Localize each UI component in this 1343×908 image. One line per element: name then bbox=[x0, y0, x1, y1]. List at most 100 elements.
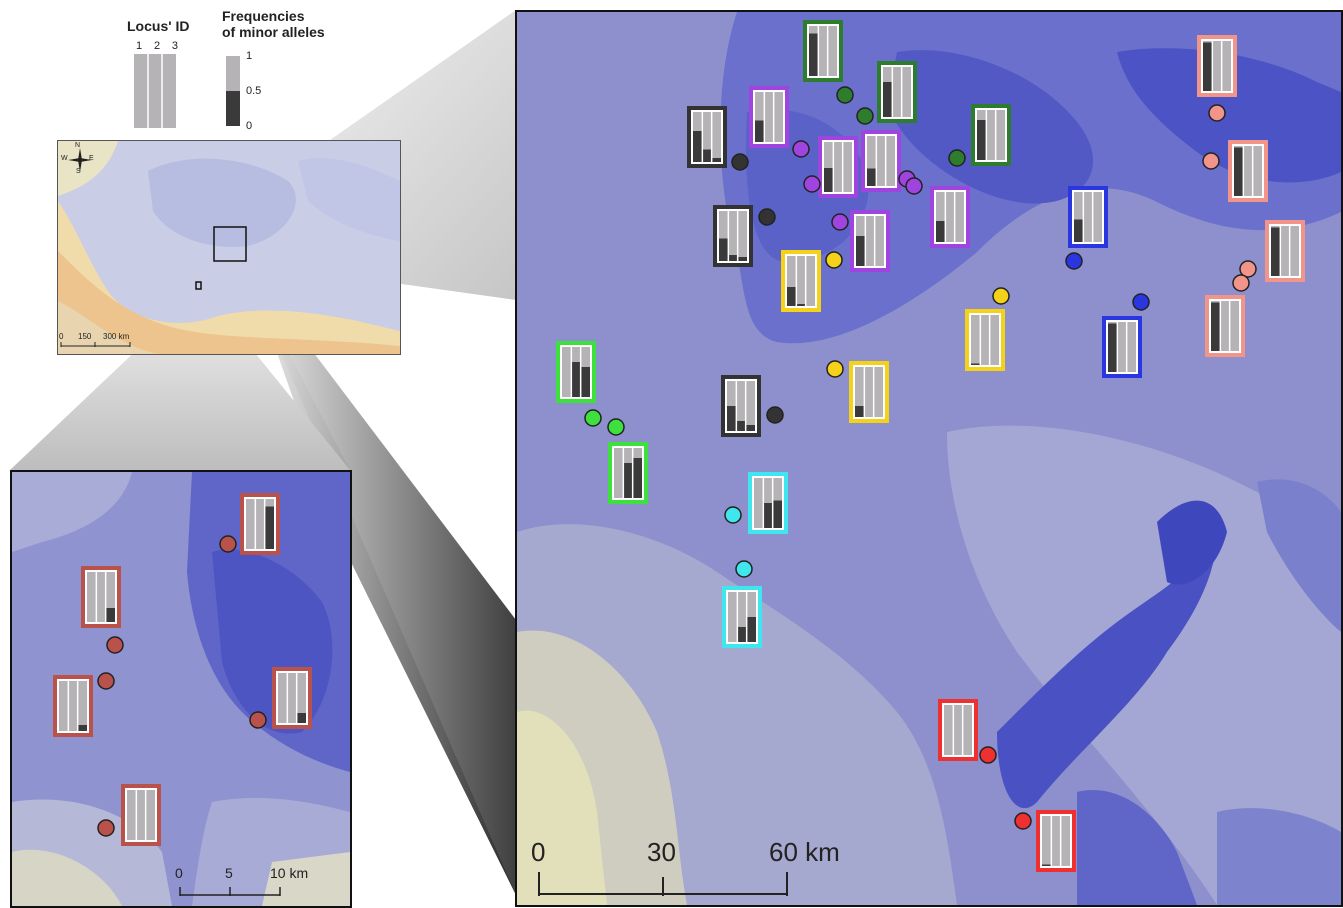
freq-tick-05: 0.5 bbox=[246, 85, 262, 97]
inset-locus-bar-bg bbox=[59, 681, 69, 731]
main-locus-bar-freq bbox=[883, 82, 893, 117]
main-locus-bar-freq bbox=[632, 458, 642, 498]
inset-locus-bar-bg bbox=[87, 572, 97, 622]
inset-locus-bar-bg bbox=[246, 499, 256, 549]
inset-locus-bar-freq bbox=[296, 713, 306, 723]
main-locus-bar-freq bbox=[856, 236, 866, 266]
main-site-dot bbox=[1132, 293, 1150, 311]
main-site-9 bbox=[905, 177, 970, 248]
main-site-dot bbox=[1239, 260, 1257, 278]
inset-locus-bar-bg bbox=[296, 673, 306, 723]
main-map: 0 30 60 km bbox=[515, 10, 1343, 907]
main-locus-bar-bg bbox=[711, 112, 721, 162]
main-locus-bar-bg bbox=[986, 110, 996, 160]
main-locus-bar-bg bbox=[1074, 192, 1084, 242]
main-locus-bar-bg bbox=[818, 26, 828, 76]
main-locus-bar-bg bbox=[901, 67, 911, 117]
main-locus-bar-bg bbox=[995, 110, 1005, 160]
inset-locus-bar-bg bbox=[287, 673, 297, 723]
inset-scale-bar bbox=[179, 887, 281, 896]
main-scale-0: 0 bbox=[531, 837, 546, 867]
inset-scale-5: 5 bbox=[225, 865, 233, 881]
main-locus-bar-bg bbox=[1117, 322, 1127, 372]
inset-scale-10: 10 km bbox=[270, 865, 309, 881]
main-site-dot bbox=[607, 418, 625, 436]
main-locus-bar-bg bbox=[1280, 226, 1290, 276]
main-locus-bar-freq bbox=[1211, 302, 1221, 351]
main-locus-bar-bg bbox=[865, 216, 875, 266]
locus-legend-title: Locus' ID bbox=[127, 18, 190, 34]
main-locus-bar-freq bbox=[867, 168, 877, 186]
inset-scale-0: 0 bbox=[175, 865, 183, 881]
inset-site-0 bbox=[219, 493, 280, 555]
main-site-dot bbox=[856, 107, 874, 125]
main-locus-bar-bg bbox=[754, 478, 764, 528]
inset-locus-bar-freq bbox=[264, 506, 274, 549]
compass-e: E bbox=[89, 155, 94, 162]
main-site-dot bbox=[1208, 104, 1226, 122]
overview-scale-150: 150 bbox=[78, 332, 92, 341]
main-locus-bar-freq bbox=[580, 367, 590, 397]
main-site-0 bbox=[687, 106, 749, 171]
inset-locus-bar-bg bbox=[255, 499, 265, 549]
main-locus-bar-freq bbox=[702, 149, 712, 162]
main-site-20 bbox=[556, 341, 602, 427]
main-locus-bar-bg bbox=[1221, 41, 1231, 91]
main-locus-bar-bg bbox=[1243, 146, 1253, 196]
main-site-3 bbox=[803, 20, 854, 104]
main-locus-bar-bg bbox=[1042, 816, 1052, 866]
main-site-23 bbox=[722, 560, 762, 648]
main-locus-bar-freq bbox=[746, 617, 756, 642]
main-sites-layer bbox=[556, 20, 1305, 872]
compass-icon bbox=[68, 148, 92, 172]
main-site-dot bbox=[825, 251, 843, 269]
inset-locus-bar-bg bbox=[68, 681, 78, 731]
main-site-12 bbox=[1102, 293, 1150, 378]
main-locus-bar-bg bbox=[1126, 322, 1136, 372]
freq-legend-bar bbox=[226, 56, 240, 126]
inset-locus-bar-bg bbox=[77, 681, 87, 731]
inset-locus-bar-bg bbox=[127, 790, 137, 840]
main-site-dot bbox=[1065, 252, 1083, 270]
main-locus-bar-freq bbox=[737, 257, 747, 261]
inset-site-1 bbox=[81, 566, 124, 654]
main-locus-bar-bg bbox=[980, 315, 990, 365]
overview-map bbox=[57, 140, 401, 355]
inset-site-dot bbox=[106, 636, 124, 654]
locus-id-labels: 1 2 3 bbox=[136, 40, 178, 52]
compass-n: N bbox=[75, 142, 81, 149]
compass-s: S bbox=[76, 168, 81, 175]
main-locus-bar-bg bbox=[773, 92, 783, 142]
main-locus-bar-bg bbox=[954, 192, 964, 242]
main-locus-bar-bg bbox=[1252, 146, 1262, 196]
main-site-dot bbox=[735, 560, 753, 578]
inset-locus-bar-bg bbox=[145, 790, 155, 840]
main-site-13 bbox=[1197, 35, 1237, 122]
main-locus-bar-bg bbox=[867, 136, 877, 186]
main-site-dot bbox=[1014, 812, 1032, 830]
main-site-dot bbox=[979, 746, 997, 764]
inset-site-dot bbox=[219, 535, 237, 553]
main-locus-bar-freq bbox=[719, 238, 729, 261]
main-site-dot bbox=[836, 86, 854, 104]
overview-scale-300: 300 km bbox=[103, 332, 130, 341]
main-locus-bar-bg bbox=[562, 347, 572, 397]
main-locus-bar-freq bbox=[824, 168, 834, 192]
main-site-2 bbox=[721, 375, 784, 437]
main-locus-bar-freq bbox=[1234, 147, 1244, 196]
main-locus-bar-freq bbox=[796, 304, 806, 306]
overview-main-extent bbox=[213, 226, 247, 262]
freq-legend-title-line2: of minor alleles bbox=[222, 24, 325, 40]
main-site-dot bbox=[792, 140, 810, 158]
main-site-18 bbox=[965, 287, 1010, 371]
main-locus-bar-bg bbox=[737, 592, 747, 642]
main-site-4 bbox=[856, 61, 917, 125]
main-locus-bar-freq bbox=[977, 120, 987, 160]
main-locus-bar-freq bbox=[745, 425, 755, 431]
main-locus-bar-bg bbox=[745, 381, 755, 431]
main-site-dot bbox=[826, 360, 844, 378]
connector-left bbox=[10, 290, 350, 470]
main-site-24 bbox=[938, 699, 997, 764]
main-locus-bar-bg bbox=[944, 705, 954, 755]
connector-main-lower bbox=[245, 262, 516, 895]
